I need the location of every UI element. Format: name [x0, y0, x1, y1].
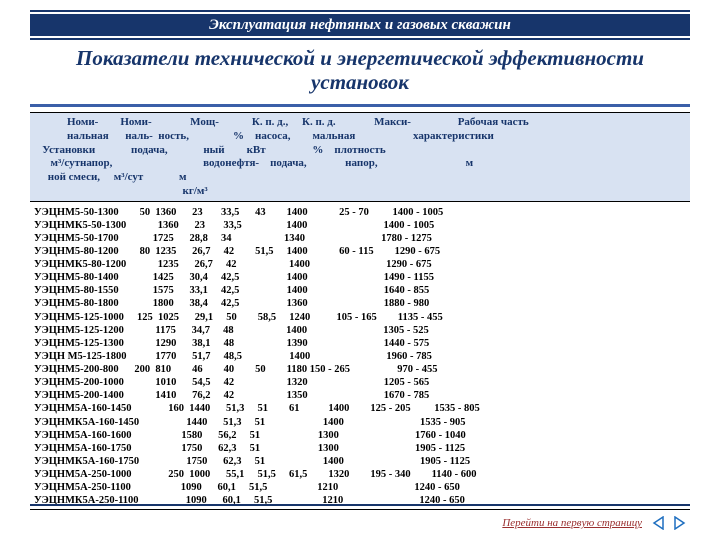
table-header-line: нальная наль- ность, % насоса, мальная х… [34, 130, 686, 144]
prev-page-icon[interactable] [652, 516, 668, 530]
table-row: УЭЦНМ5-125-1200 1175 34,7 48 1400 1305 -… [34, 324, 686, 337]
table-row: УЭЦНМ5А-250-1000 250 1000 55,1 51,5 61,5… [34, 468, 686, 481]
first-page-link[interactable]: Перейти на первую страницу [502, 517, 642, 529]
footer: Перейти на первую страницу [502, 516, 686, 530]
table-row: УЭЦНМ5-200-1000 1010 54,5 42 1320 1205 -… [34, 376, 686, 389]
table-row: УЭЦНМ5-80-1800 1800 38,4 42,5 1360 1880 … [34, 297, 686, 310]
divider-under-title [30, 104, 690, 107]
table-row: УЭЦНМК5-80-1200 1235 26,7 42 1400 1290 -… [34, 258, 686, 271]
table-row: УЭЦН М5-125-1800 1770 51,7 48,5 1400 196… [34, 350, 686, 363]
table-row: УЭЦНМ5-80-1200 80 1235 26,7 42 51,5 1400… [34, 245, 686, 258]
divider-under-header [30, 38, 690, 40]
divider-top [30, 10, 690, 12]
table-header-line: кг/м³ [34, 185, 686, 199]
table-row: УЭЦНМК5-50-1300 1360 23 33,5 1400 1400 -… [34, 219, 686, 232]
table-row: УЭЦНМ5А-160-1750 1750 62,3 51 1300 1905 … [34, 442, 686, 455]
table-header-line: м³/сутнапор, водонефтя- подача, напор, м [34, 157, 686, 171]
table-header: Номи- Номи- Мощ- К. п. д., К. п. д. Макс… [30, 112, 690, 202]
table-row: УЭЦНМК5А-160-1750 1750 62,3 51 1400 1905… [34, 455, 686, 468]
table-row: УЭЦНМ5-50-1700 1725 28,8 34 1340 1780 - … [34, 232, 686, 245]
next-page-icon[interactable] [670, 516, 686, 530]
table-row: УЭЦНМ5-200-1400 1410 76,2 42 1350 1670 -… [34, 389, 686, 402]
table-row: УЭЦНМ5А-250-1100 1090 60,1 51,5 1210 124… [34, 481, 686, 494]
divider-bottom [30, 504, 690, 506]
table-body: УЭЦНМ5-50-1300 50 1360 23 33,5 43 1400 2… [30, 202, 690, 511]
table-row: УЭЦНМ5-125-1300 1290 38,1 48 1390 1440 -… [34, 337, 686, 350]
table-row: УЭЦНМК5А-160-1450 1440 51,3 51 1400 1535… [34, 416, 686, 429]
nav-arrows [652, 516, 686, 530]
table-row: УЭЦНМ5-50-1300 50 1360 23 33,5 43 1400 2… [34, 206, 686, 219]
table-header-line: Номи- Номи- Мощ- К. п. д., К. п. д. Макс… [34, 116, 686, 130]
table-row: УЭЦНМ5А-160-1450 160 1440 51,3 51 61 140… [34, 402, 686, 415]
table-row: УЭЦНМ5А-160-1600 1580 56,2 51 1300 1760 … [34, 429, 686, 442]
table-header-line: Установки подача, ный кВт % плотность [34, 144, 686, 158]
table-row: УЭЦНМ5-200-800 200 810 46 40 50 1180 150… [34, 363, 686, 376]
table-row: УЭЦНМ5-80-1550 1575 33,1 42,5 1400 1640 … [34, 284, 686, 297]
table-row: УЭЦНМ5-125-1000 125 1025 29,1 50 58,5 12… [34, 311, 686, 324]
table: Номи- Номи- Мощ- К. п. д., К. п. д. Макс… [30, 112, 690, 510]
slide: Эксплуатация нефтяных и газовых скважин … [0, 0, 720, 540]
table-header-line: ной смеси, м³/сут м [34, 171, 686, 185]
section-header: Эксплуатация нефтяных и газовых скважин [30, 14, 690, 36]
page-title: Показатели технической и энергетической … [60, 46, 660, 94]
table-row: УЭЦНМ5-80-1400 1425 30,4 42,5 1400 1490 … [34, 271, 686, 284]
